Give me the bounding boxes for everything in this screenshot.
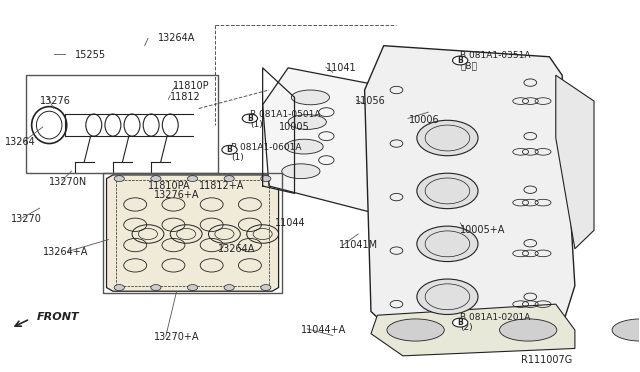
Text: B: B bbox=[458, 56, 463, 65]
Circle shape bbox=[222, 145, 237, 154]
Text: 11041M: 11041M bbox=[339, 240, 378, 250]
Circle shape bbox=[260, 176, 271, 182]
Text: 15255: 15255 bbox=[75, 50, 106, 60]
Circle shape bbox=[224, 285, 234, 291]
Text: 13264A: 13264A bbox=[157, 33, 195, 43]
Text: 11812+A: 11812+A bbox=[199, 181, 244, 191]
Circle shape bbox=[417, 226, 478, 262]
Circle shape bbox=[114, 176, 124, 182]
Ellipse shape bbox=[288, 115, 326, 129]
Text: 11044+A: 11044+A bbox=[301, 325, 346, 335]
Text: 10005+A: 10005+A bbox=[460, 225, 506, 235]
Text: 11056: 11056 bbox=[355, 96, 386, 106]
Text: B 081A1-0351A
〈B〉: B 081A1-0351A 〈B〉 bbox=[460, 51, 531, 70]
Polygon shape bbox=[556, 75, 594, 249]
Circle shape bbox=[224, 176, 234, 182]
Circle shape bbox=[452, 56, 468, 65]
Ellipse shape bbox=[282, 164, 320, 179]
Ellipse shape bbox=[285, 139, 323, 154]
Text: 10005: 10005 bbox=[278, 122, 309, 132]
Polygon shape bbox=[365, 46, 575, 341]
Text: 11812: 11812 bbox=[170, 92, 201, 102]
Text: 11041: 11041 bbox=[326, 63, 357, 73]
Text: R111007G: R111007G bbox=[521, 355, 572, 365]
Text: 13276+A: 13276+A bbox=[154, 190, 200, 200]
Text: 10006: 10006 bbox=[409, 115, 440, 125]
Circle shape bbox=[151, 176, 161, 182]
Text: 13264A: 13264A bbox=[218, 244, 255, 254]
Text: 13264+A: 13264+A bbox=[43, 247, 88, 257]
Text: 11810PA: 11810PA bbox=[148, 181, 191, 191]
Circle shape bbox=[452, 318, 468, 327]
Circle shape bbox=[188, 176, 198, 182]
Text: B: B bbox=[247, 114, 253, 123]
Text: 13276: 13276 bbox=[40, 96, 70, 106]
Ellipse shape bbox=[612, 319, 640, 341]
Polygon shape bbox=[371, 304, 575, 356]
Ellipse shape bbox=[291, 90, 330, 105]
Circle shape bbox=[417, 279, 478, 314]
Text: 13270+A: 13270+A bbox=[154, 332, 200, 342]
Text: B 081A1-0501A
(1): B 081A1-0501A (1) bbox=[250, 110, 321, 129]
Text: 13270: 13270 bbox=[11, 214, 42, 224]
Circle shape bbox=[114, 285, 124, 291]
Text: B 081A1-0201A
(2): B 081A1-0201A (2) bbox=[460, 313, 531, 332]
Text: 11810P: 11810P bbox=[173, 81, 210, 91]
Text: B 081A1-0601A
(1): B 081A1-0601A (1) bbox=[231, 143, 301, 163]
Ellipse shape bbox=[387, 319, 444, 341]
Circle shape bbox=[260, 285, 271, 291]
Circle shape bbox=[243, 114, 257, 123]
Circle shape bbox=[188, 285, 198, 291]
Bar bbox=[103, 173, 282, 293]
Text: B: B bbox=[227, 145, 232, 154]
Circle shape bbox=[151, 285, 161, 291]
Circle shape bbox=[417, 120, 478, 156]
Polygon shape bbox=[262, 68, 396, 215]
Circle shape bbox=[417, 173, 478, 209]
Text: FRONT: FRONT bbox=[36, 312, 79, 322]
Text: 13270N: 13270N bbox=[49, 177, 88, 187]
Bar bbox=[26, 75, 218, 173]
Ellipse shape bbox=[499, 319, 557, 341]
Text: 13264: 13264 bbox=[4, 137, 35, 147]
Polygon shape bbox=[106, 175, 278, 291]
Text: 11044: 11044 bbox=[275, 218, 306, 228]
Text: B: B bbox=[458, 318, 463, 327]
Bar bbox=[116, 180, 269, 286]
